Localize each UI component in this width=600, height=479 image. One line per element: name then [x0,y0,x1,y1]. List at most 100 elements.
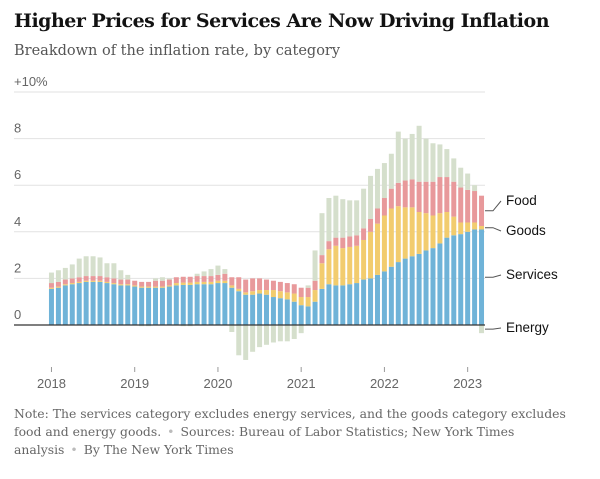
bar-food [83,276,89,281]
bar-energy [229,325,235,332]
bar-services [243,294,249,325]
bar-food [236,277,242,289]
bar-goods [208,281,214,285]
chart-subtitle: Breakdown of the inflation rate, by cate… [14,43,341,59]
bar-energy [319,213,325,256]
bar-services [444,237,450,326]
bar-goods [388,208,394,267]
bar-energy [361,188,367,229]
bar-goods [270,290,276,298]
bar-energy [326,198,332,242]
bar-goods [298,297,304,306]
legend-leader-energy [485,327,502,330]
y-tick-label: 0 [14,307,21,322]
bar-goods [111,283,117,285]
x-tick-label: 2022 [370,376,399,391]
bar-food [326,241,332,250]
bar-goods [409,207,415,257]
bar-food [361,228,367,240]
bar-goods [222,280,228,284]
bar-services [409,256,415,325]
bar-food [284,283,290,293]
bar-services [361,279,367,325]
bar-services [111,284,117,325]
bar-food [62,279,68,285]
bar-energy [62,267,68,280]
bar-food [374,208,380,224]
bar-services [451,235,457,325]
bar-energy [166,278,172,280]
bar-services [146,287,152,325]
bar-services [305,306,311,325]
y-axis: +10% 8 6 4 2 0 [14,74,48,322]
bar-services [125,285,131,325]
bar-energy [409,133,415,180]
bar-services [333,285,339,325]
bar-goods [257,290,263,294]
bar-goods [201,281,207,285]
bar-food [201,276,207,282]
bar-services [381,271,387,325]
bar-food [368,218,374,232]
bar-food [159,280,165,287]
bar-goods [215,280,221,284]
bar-energy [153,278,159,281]
bar-goods [125,284,131,286]
bar-energy [430,143,436,182]
bar-energy [277,325,283,342]
legend: Food Goods Services Energy [485,193,558,335]
bar-services [423,250,429,325]
bar-goods [153,286,159,288]
bar-services [465,231,471,325]
bar-energy [125,274,131,280]
bar-services [76,283,82,325]
bar-food [354,235,360,246]
bar-energy [479,325,485,334]
bar-energy [194,273,200,277]
bar-services [250,294,256,325]
bar-food [250,278,256,292]
bar-food [55,281,61,287]
bar-food [402,180,408,208]
bar-services [326,284,332,325]
bar-services [388,266,394,325]
bar-services [284,299,290,325]
bar-goods [90,280,96,282]
bar-goods [159,286,165,288]
bar-food [312,280,318,291]
bar-food [430,181,436,216]
bar-services [374,274,380,325]
bar-goods [243,292,249,295]
bar-energy [270,325,276,343]
bar-goods [381,215,387,272]
bars [48,125,485,360]
bar-food [153,280,159,287]
y-tick-label: 4 [14,214,21,229]
bar-goods [236,288,242,292]
bar-services [395,262,401,325]
stacked-bar-chart: +10% 8 6 4 2 0 2018 2019 2020 2021 2022 2023 Food G… [14,74,558,391]
separator-dot: • [167,424,175,439]
bar-energy [354,200,360,236]
bar-services [236,291,242,325]
bar-food [97,276,103,281]
bar-food [444,177,450,212]
bar-goods [458,222,464,235]
bar-energy [458,167,464,188]
bar-energy [118,270,124,280]
bar-food [180,276,186,283]
bar-food [104,277,110,282]
bar-energy [208,269,214,277]
bar-food [395,182,401,207]
bar-food [340,237,346,249]
bar-goods [48,287,54,289]
bar-services [312,301,318,325]
bar-goods [104,281,110,284]
bar-energy [451,158,457,182]
bar-food [208,276,214,282]
bar-services [180,284,186,325]
bar-services [298,305,304,325]
bar-food [139,281,145,287]
bar-goods [361,239,367,280]
bar-goods [354,245,360,284]
